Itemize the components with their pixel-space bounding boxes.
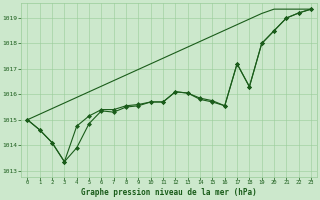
X-axis label: Graphe pression niveau de la mer (hPa): Graphe pression niveau de la mer (hPa)	[81, 188, 257, 197]
